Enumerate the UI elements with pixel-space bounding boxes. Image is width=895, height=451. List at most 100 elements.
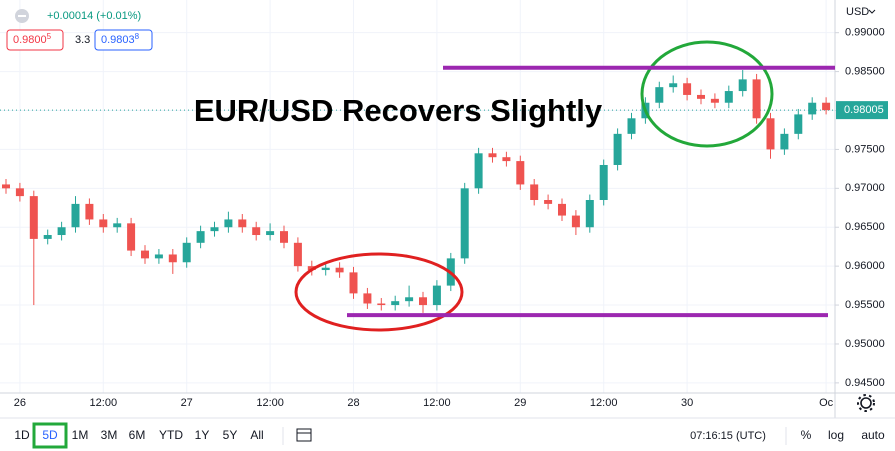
candle-body: [683, 83, 692, 95]
candle-body: [627, 118, 636, 134]
candle-body: [2, 184, 10, 189]
candle-body: [516, 161, 525, 185]
date-range-button[interactable]: [296, 428, 312, 442]
candle-body: [113, 223, 122, 228]
candle-body: [669, 83, 678, 88]
scale-option[interactable]: %: [801, 428, 812, 442]
buy-button[interactable]: [94, 29, 153, 51]
candle-body: [127, 223, 136, 251]
candle-body: [377, 303, 386, 306]
candle-body: [154, 254, 163, 259]
candle-body: [293, 242, 302, 267]
candle-body: [224, 219, 233, 228]
candle-body: [474, 153, 483, 189]
candle-body: [391, 301, 400, 306]
candle-body: [321, 267, 330, 271]
y-tick-label: 0.96000: [845, 260, 885, 272]
candle-body: [655, 87, 664, 103]
candle-body: [196, 231, 205, 243]
candle-body: [349, 272, 358, 294]
last-price-label: 0.98005: [844, 104, 884, 116]
candle-body: [43, 235, 52, 239]
range-button[interactable]: 3M: [101, 428, 118, 442]
y-tick-label: 0.97500: [845, 143, 885, 155]
y-tick-label: 0.96500: [845, 221, 885, 233]
settings-button[interactable]: [857, 394, 875, 412]
chart-title: EUR/USD Recovers Slightly: [194, 93, 603, 128]
last-price-box: [836, 101, 888, 120]
change: +0.00014 (+0.01%): [47, 10, 141, 22]
candle-body: [57, 227, 66, 236]
x-tick-label: Oc: [819, 397, 834, 409]
range-button[interactable]: 1D: [14, 428, 30, 442]
candle-body: [808, 102, 817, 115]
candle-body: [558, 203, 566, 216]
candle-body: [544, 200, 553, 204]
candle-body: [71, 203, 80, 228]
candle-body: [794, 114, 803, 134]
candle-body: [405, 297, 414, 302]
y-tick-label: 0.99000: [845, 27, 885, 39]
candle-body: [585, 200, 594, 228]
range-button[interactable]: 1Y: [195, 428, 210, 442]
candle-body: [29, 196, 38, 239]
x-tick-label: 12:00: [256, 397, 284, 409]
y-tick-label: 0.95500: [845, 299, 885, 311]
candle-body: [363, 293, 372, 304]
currency-caret: [868, 9, 876, 14]
bid-pip: 5: [47, 32, 52, 41]
candle-body: [697, 94, 705, 99]
x-tick-label: 28: [347, 397, 359, 409]
annotation-ellipse: [294, 252, 464, 332]
clock: 07:16:15 (UTC): [690, 430, 766, 442]
bid-price: 0.98005: [13, 32, 52, 46]
range-button[interactable]: 6M: [129, 428, 146, 442]
active-range-box: [32, 422, 68, 449]
candle-body: [502, 157, 511, 162]
x-tick-label: 29: [514, 397, 526, 409]
range-button[interactable]: All: [250, 428, 263, 442]
ask-main: 0.9803: [101, 34, 135, 46]
toolbar: 1D 5D 1M 3M 6M YTD 1Y 5Y All% log auto: [14, 422, 885, 449]
scale-option[interactable]: log: [828, 428, 844, 442]
grid: [0, 0, 835, 393]
calendar-icon: [296, 428, 312, 442]
range-button[interactable]: 1M: [72, 428, 89, 442]
candle-body: [85, 203, 94, 220]
candle-body: [460, 188, 469, 259]
range-button[interactable]: 5Y: [223, 428, 238, 442]
candle-body: [335, 267, 344, 273]
bid-main: 0.9800: [13, 34, 47, 46]
candle-body: [530, 184, 539, 201]
candle-body: [99, 219, 108, 228]
candle-body: [613, 133, 622, 165]
gear-teeth: [857, 394, 875, 412]
spread: 3.3: [75, 34, 90, 46]
candle-body: [280, 231, 288, 243]
candle-body: [141, 250, 149, 259]
x-tick-label: 26: [14, 397, 26, 409]
y-tick-label: 0.94500: [845, 377, 885, 389]
candle-body: [766, 118, 775, 150]
y-tick-label: 0.95000: [845, 338, 885, 350]
candle-body: [752, 79, 761, 119]
range-button[interactable]: YTD: [159, 428, 183, 442]
candle-body: [266, 231, 275, 236]
candle-body: [238, 219, 247, 228]
candle-body: [182, 242, 191, 263]
ask-price: 0.98038: [101, 32, 140, 46]
range-button[interactable]: 5D: [42, 428, 58, 442]
x-tick-label: 12:00: [90, 397, 118, 409]
candle-body: [419, 297, 427, 306]
sell-button[interactable]: [6, 29, 64, 51]
y-tick-label: 0.98500: [845, 66, 885, 78]
currency-menu[interactable]: USD: [846, 6, 869, 18]
candle-body: [822, 102, 831, 111]
x-tick-label: 12:00: [590, 397, 618, 409]
candle-body: [210, 227, 219, 232]
candle-body: [738, 79, 747, 92]
x-tick-label: 27: [181, 397, 193, 409]
scale-option[interactable]: auto: [861, 428, 885, 442]
